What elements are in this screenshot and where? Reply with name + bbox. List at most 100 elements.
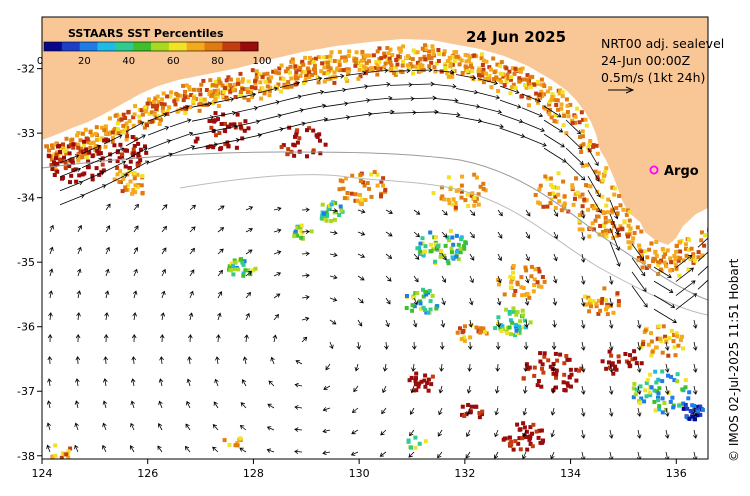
sst-pixel — [289, 84, 294, 89]
sst-pixel — [250, 94, 255, 99]
current-arrow — [273, 293, 281, 299]
colorbar-swatch — [79, 42, 98, 51]
sst-pixel — [249, 85, 254, 90]
sst-pixel — [118, 142, 123, 147]
sst-pixel — [615, 291, 620, 296]
sst-pixel — [486, 74, 491, 79]
sst-pixel — [98, 137, 103, 142]
sst-pixel — [515, 280, 520, 285]
current-arrow — [441, 297, 446, 306]
sst-pixel — [49, 157, 54, 162]
sst-pixel — [562, 201, 567, 206]
sst-pixel — [537, 269, 542, 274]
sst-pixel — [649, 331, 653, 336]
sst-pixel — [687, 416, 692, 421]
sst-pixel — [631, 395, 636, 400]
sst-pixel — [600, 178, 605, 183]
sst-pixel — [559, 102, 564, 107]
current-arrow — [580, 297, 586, 307]
sst-pixel — [646, 342, 651, 347]
sst-pixel — [358, 63, 363, 68]
current-arrow — [587, 161, 600, 182]
sst-pixel — [358, 179, 363, 183]
sst-pixel — [554, 385, 558, 390]
sst-pixel — [431, 52, 436, 57]
sst-pixel — [520, 94, 525, 98]
sst-pixel — [523, 265, 528, 270]
sst-pixel — [486, 76, 491, 81]
current-arrow — [160, 312, 166, 321]
sst-pixel — [132, 144, 137, 148]
sst-pixel — [496, 315, 501, 320]
sst-pixel — [518, 319, 523, 324]
sst-pixel — [584, 302, 589, 307]
current-arrow — [385, 253, 393, 259]
contour-line — [179, 174, 708, 316]
sst-pixel — [325, 71, 330, 76]
sst-pixel — [421, 287, 425, 292]
sst-pixel — [628, 226, 633, 231]
sst-pixel — [103, 124, 108, 129]
sst-pixel — [466, 204, 471, 208]
current-arrow — [103, 134, 123, 145]
sst-pixel — [569, 372, 574, 377]
sst-pixel — [454, 50, 459, 54]
current-arrow — [636, 341, 642, 351]
sst-pixel — [656, 336, 660, 341]
sst-pixel — [578, 194, 582, 199]
sst-pixel — [675, 243, 679, 248]
sst-pixel — [603, 220, 608, 225]
sst-pixel — [499, 80, 504, 85]
sst-pixel — [454, 249, 459, 254]
sst-pixel — [300, 59, 305, 64]
sst-pixel — [332, 70, 337, 75]
sst-pixel — [626, 240, 631, 245]
sst-pixel — [246, 126, 251, 131]
sst-pixel — [499, 60, 504, 65]
current-arrow — [322, 450, 331, 456]
current-arrow — [437, 451, 443, 459]
sst-pixel — [132, 176, 137, 181]
sst-pixel — [469, 404, 474, 409]
sst-pixel — [45, 144, 50, 149]
sst-pixel — [133, 183, 138, 188]
sst-pixel — [521, 325, 526, 330]
sst-pixel — [58, 157, 62, 162]
sst-pixel — [211, 145, 216, 150]
australia-land — [42, 17, 708, 245]
sst-pixel — [309, 229, 314, 234]
current-arrow — [105, 246, 110, 255]
current-arrow — [147, 152, 173, 164]
current-arrow — [525, 209, 531, 217]
sst-pixel — [238, 436, 243, 441]
sst-pixel — [527, 96, 532, 101]
current-arrow — [494, 429, 499, 438]
sst-pixel — [647, 390, 652, 395]
current-arrow — [189, 226, 196, 233]
sst-pixel — [59, 455, 64, 459]
sst-pixel — [411, 48, 416, 53]
current-arrow — [385, 319, 390, 328]
sst-pixel — [233, 260, 238, 265]
current-arrow — [631, 243, 645, 261]
current-arrow — [245, 270, 252, 277]
sst-pixel — [591, 206, 596, 211]
current-arrow — [469, 209, 476, 216]
sst-pixel — [378, 66, 383, 71]
sst-pixel — [131, 150, 136, 155]
sst-pixel — [511, 82, 516, 87]
sst-pixel — [332, 59, 337, 63]
sst-pixel — [61, 142, 65, 147]
sst-pixel — [688, 409, 693, 413]
sst-pixel — [691, 254, 696, 259]
sst-pixel — [529, 274, 534, 279]
current-arrow — [301, 90, 325, 97]
current-arrow — [301, 295, 310, 300]
current-arrow — [215, 334, 221, 343]
sst-pixel — [480, 409, 485, 414]
sst-pixel — [292, 153, 297, 158]
current-arrow — [550, 407, 556, 416]
sst-pixel — [118, 169, 123, 174]
current-arrow — [524, 319, 529, 328]
sst-pixel — [542, 105, 547, 110]
